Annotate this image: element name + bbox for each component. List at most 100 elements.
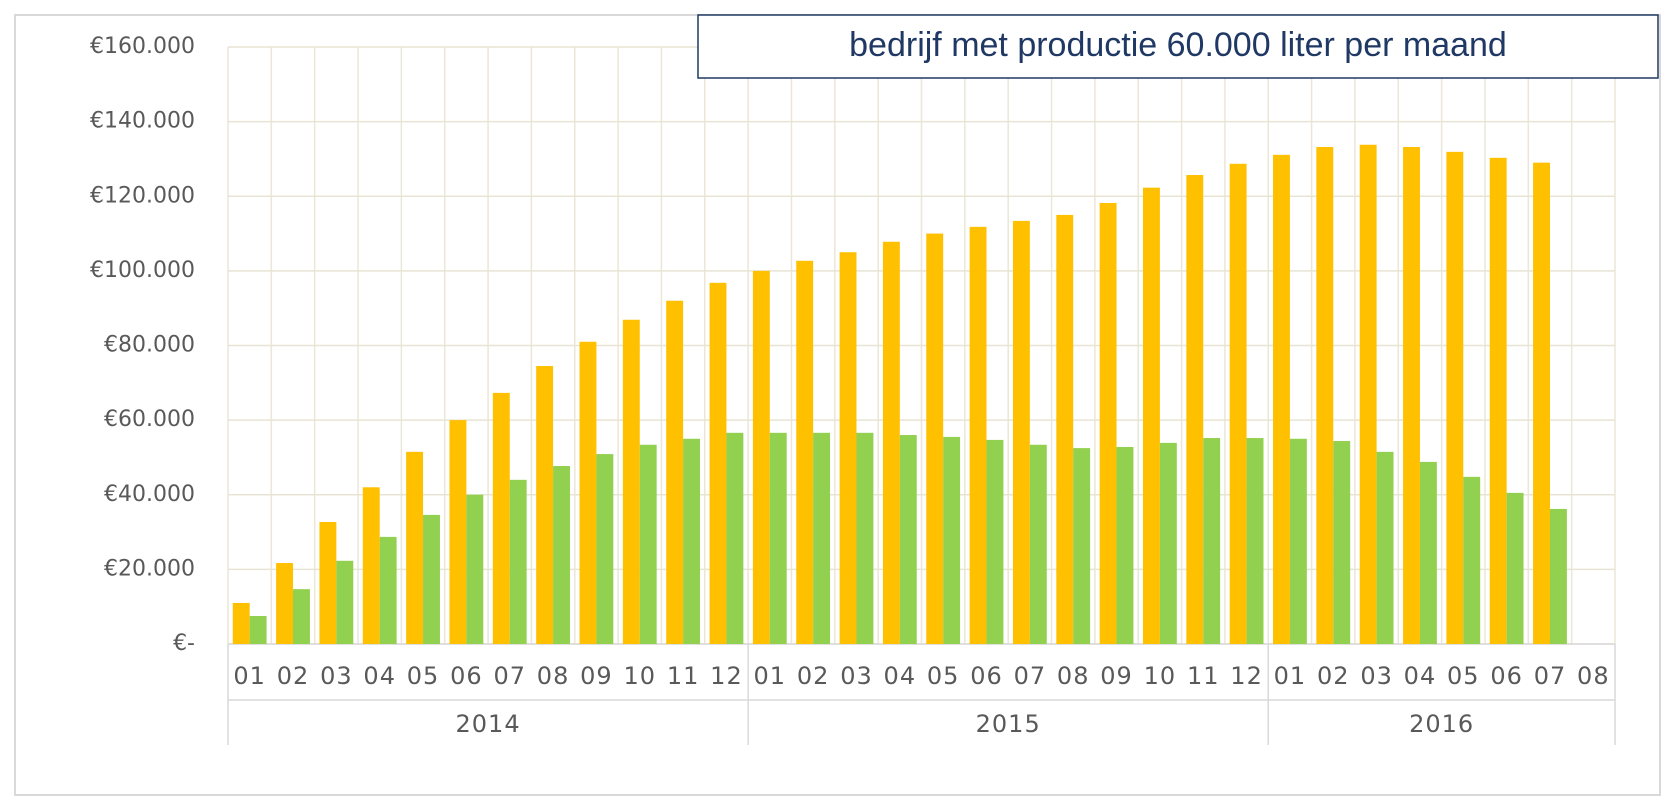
x-tick-label: 02 [797, 662, 830, 690]
bar [1333, 441, 1351, 644]
bar [579, 341, 597, 644]
x-tick-label: 08 [537, 662, 570, 690]
bar [362, 487, 380, 644]
y-tick-label: €140.000 [90, 109, 195, 134]
bar [752, 270, 770, 644]
bar [769, 432, 787, 644]
bar [639, 444, 657, 644]
bar [1419, 461, 1437, 644]
bar [796, 260, 814, 644]
bar [986, 439, 1004, 644]
x-tick-label: 01 [1274, 662, 1307, 690]
x-tick-label: 02 [1317, 662, 1350, 690]
bar [1403, 146, 1420, 644]
y-tick-label: €160.000 [90, 34, 195, 59]
title-box [697, 14, 1659, 79]
x-tick-label: 06 [450, 662, 483, 690]
bar [1116, 446, 1134, 644]
x-tick-label: 08 [1577, 662, 1610, 690]
bar [969, 226, 987, 644]
bar [1489, 157, 1507, 645]
bar [1533, 162, 1550, 644]
bar [882, 241, 900, 645]
x-tick-label: 06 [1490, 662, 1523, 690]
chart-title: bedrijf met productie 60.000 liter per m… [849, 26, 1507, 64]
bar [1316, 146, 1334, 644]
plot: €- €20.000 €40.000 €60.000 €80.000 €100.000 €1… [90, 34, 1616, 745]
bar [1012, 220, 1030, 644]
bar [1142, 187, 1160, 644]
bar [813, 432, 831, 644]
bar [1549, 508, 1567, 644]
bar [1029, 444, 1047, 644]
bar [449, 420, 467, 644]
x-tick-label: 06 [970, 662, 1003, 690]
bar [666, 300, 684, 644]
x-tick-label: 10 [1144, 662, 1177, 690]
bar [276, 563, 294, 644]
bar [1463, 476, 1481, 644]
x-tick-label: 09 [1100, 662, 1133, 690]
group-label: 2014 [456, 710, 521, 738]
x-tick-label: 03 [1360, 662, 1393, 690]
bar [899, 435, 917, 644]
bar [1246, 438, 1264, 644]
x-tick-label: 07 [1014, 662, 1047, 690]
bar [1446, 151, 1464, 644]
bar [1186, 174, 1204, 644]
x-tick-label: 11 [1187, 662, 1220, 690]
y-tick-label: €100.000 [90, 258, 195, 283]
bar [622, 319, 640, 644]
bar [926, 233, 944, 644]
y-tick-label: €- [173, 631, 195, 656]
bar [1056, 214, 1074, 644]
group-label: 2015 [976, 710, 1041, 738]
bar [1229, 163, 1247, 644]
x-tick-label: 08 [1057, 662, 1090, 690]
x-tick-label: 04 [363, 662, 396, 690]
bar [466, 494, 484, 644]
bar [1289, 438, 1307, 644]
x-tick-label: 05 [407, 662, 440, 690]
bar [319, 521, 337, 644]
bar [293, 589, 310, 644]
bar [1203, 438, 1221, 644]
bar [553, 466, 570, 644]
bar [683, 438, 701, 644]
x-tick-label: 05 [927, 662, 960, 690]
bar [379, 536, 397, 644]
bar [709, 282, 727, 644]
bar [249, 616, 267, 644]
bar [1359, 144, 1377, 645]
bar [1073, 448, 1091, 644]
bar [336, 560, 354, 644]
x-tick-label: 02 [277, 662, 310, 690]
bar [1376, 451, 1394, 644]
y-tick-label: €20.000 [104, 556, 195, 581]
bar [839, 252, 857, 644]
x-tick-label: 03 [840, 662, 873, 690]
x-tick-label: 09 [580, 662, 613, 690]
bar [726, 432, 744, 644]
x-tick-label: 01 [233, 662, 266, 690]
bar [596, 454, 614, 644]
x-tick-label: 07 [493, 662, 526, 690]
bar [232, 602, 250, 644]
bar [536, 366, 554, 644]
group-label: 2016 [1409, 710, 1474, 738]
x-tick-label: 12 [1230, 662, 1263, 690]
bar [492, 392, 510, 644]
y-tick-label: €60.000 [104, 407, 195, 432]
x-tick-label: 11 [667, 662, 700, 690]
bar [406, 451, 424, 644]
x-tick-label: 07 [1534, 662, 1567, 690]
chart-frame [14, 14, 1661, 796]
bar [1273, 154, 1290, 644]
bar [1099, 202, 1117, 644]
x-tick-label: 10 [623, 662, 656, 690]
x-tick-label: 04 [884, 662, 917, 690]
bar [1506, 492, 1524, 644]
y-tick-label: €80.000 [104, 333, 195, 358]
y-tick-label: €40.000 [104, 482, 195, 507]
